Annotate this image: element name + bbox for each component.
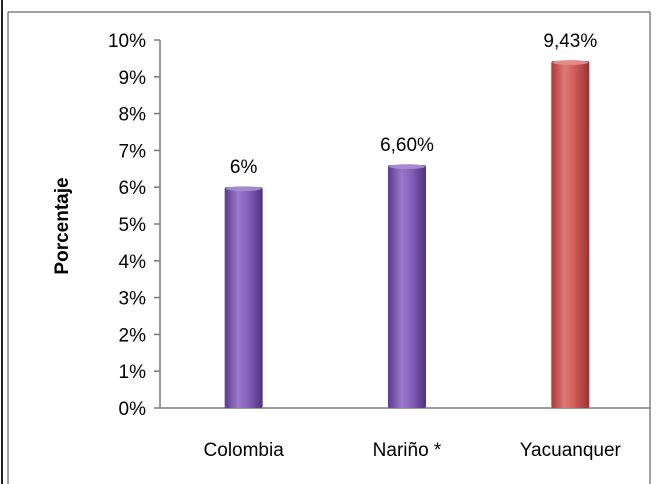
data-labels: 6% 6,60% 9,43% <box>230 31 597 178</box>
y-tick-label: 5% <box>119 215 147 236</box>
category-label: Colombia <box>204 440 285 461</box>
bar-top-cap <box>552 59 589 65</box>
y-tick-label: 8% <box>119 105 147 126</box>
y-ticks: 0% 1% 2% 3% 4% 5% 6% 7% 8% 9% 10% <box>108 31 160 420</box>
y-axis-title: Porcentaje <box>52 177 73 274</box>
y-tick-label: 3% <box>119 289 147 310</box>
bar-yacuanquer <box>551 60 590 408</box>
bar-top-cap <box>225 186 262 192</box>
y-tick-label: 0% <box>119 399 147 420</box>
y-tick-label: 6% <box>119 178 147 199</box>
bar-top-cap <box>389 164 425 170</box>
y-tick-label: 1% <box>119 362 147 383</box>
bars <box>224 59 590 408</box>
data-label: 6% <box>230 157 258 178</box>
data-label: 6,60% <box>380 135 434 156</box>
category-labels: Colombia Nariño * Yacuanquer <box>204 440 622 461</box>
y-tick-label: 9% <box>119 68 147 89</box>
bar-colombia <box>224 187 263 408</box>
bar-nariño <box>388 165 426 408</box>
y-tick-label: 4% <box>119 252 147 273</box>
category-label: Yacuanquer <box>520 440 622 461</box>
y-tick-label: 7% <box>119 141 147 162</box>
data-label: 9,43% <box>543 31 597 52</box>
y-tick-label: 10% <box>108 31 146 52</box>
category-label: Nariño * <box>373 440 442 461</box>
y-tick-label: 2% <box>119 325 147 346</box>
